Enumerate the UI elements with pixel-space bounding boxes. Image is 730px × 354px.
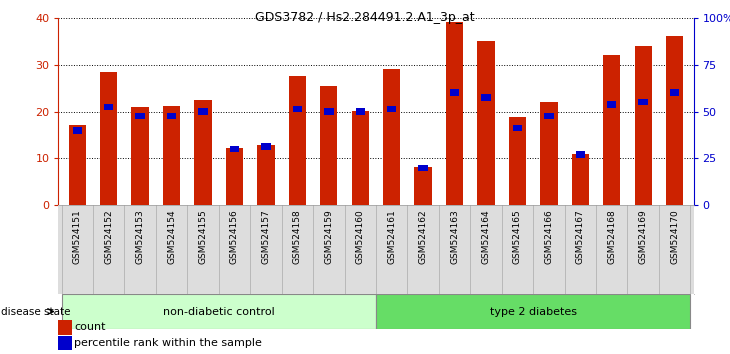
Text: GSM524160: GSM524160 — [356, 210, 365, 264]
Text: GSM524167: GSM524167 — [576, 210, 585, 264]
Text: GSM524166: GSM524166 — [545, 210, 553, 264]
Text: GSM524159: GSM524159 — [324, 210, 334, 264]
Text: GSM524168: GSM524168 — [607, 210, 616, 264]
Text: GSM524164: GSM524164 — [482, 210, 491, 264]
Bar — [136, 113, 145, 120]
Text: count: count — [74, 322, 106, 332]
Bar — [261, 143, 271, 150]
Bar — [387, 106, 396, 113]
Text: GSM524151: GSM524151 — [73, 210, 82, 264]
Bar — [666, 36, 683, 205]
Text: GSM524161: GSM524161 — [387, 210, 396, 264]
Bar — [72, 127, 82, 133]
Bar — [512, 125, 522, 131]
Bar — [446, 22, 464, 205]
Bar — [257, 145, 274, 205]
Bar — [131, 107, 149, 205]
Bar — [226, 148, 243, 205]
Text: GSM524153: GSM524153 — [136, 210, 145, 264]
Text: GSM524170: GSM524170 — [670, 210, 679, 264]
Bar — [544, 113, 553, 120]
Text: GSM524165: GSM524165 — [513, 210, 522, 264]
Text: GSM524157: GSM524157 — [261, 210, 270, 264]
Text: percentile rank within the sample: percentile rank within the sample — [74, 338, 262, 348]
Bar — [670, 90, 680, 96]
Bar — [572, 154, 589, 205]
Bar — [352, 111, 369, 205]
Text: GSM524162: GSM524162 — [418, 210, 428, 264]
Bar — [230, 146, 239, 152]
Bar — [540, 102, 558, 205]
Bar — [167, 113, 177, 120]
Bar — [418, 165, 428, 171]
Text: GSM524156: GSM524156 — [230, 210, 239, 264]
Text: GSM524154: GSM524154 — [167, 210, 176, 264]
Text: GSM524152: GSM524152 — [104, 210, 113, 264]
Bar — [61, 294, 376, 329]
Text: GSM524155: GSM524155 — [199, 210, 207, 264]
Bar — [450, 90, 459, 96]
Bar — [477, 41, 495, 205]
Bar — [194, 100, 212, 205]
Bar — [320, 86, 337, 205]
Bar — [575, 152, 585, 158]
Bar — [293, 106, 302, 113]
Text: non-diabetic control: non-diabetic control — [163, 307, 274, 316]
Text: GSM524169: GSM524169 — [639, 210, 648, 264]
Bar — [104, 103, 113, 110]
Text: GSM524163: GSM524163 — [450, 210, 459, 264]
Bar — [376, 294, 691, 329]
Bar — [603, 55, 620, 205]
Text: GDS3782 / Hs2.284491.2.A1_3p_at: GDS3782 / Hs2.284491.2.A1_3p_at — [255, 11, 474, 24]
Bar — [356, 108, 365, 115]
Bar — [383, 69, 400, 205]
Bar — [634, 46, 652, 205]
Text: type 2 diabetes: type 2 diabetes — [490, 307, 577, 316]
Text: disease state: disease state — [1, 307, 70, 316]
Bar — [509, 117, 526, 205]
Bar — [415, 167, 431, 205]
Text: GSM524158: GSM524158 — [293, 210, 301, 264]
Bar — [639, 99, 648, 105]
Bar — [163, 106, 180, 205]
Bar — [481, 94, 491, 101]
Bar — [199, 108, 208, 115]
Bar — [69, 125, 86, 205]
Bar — [100, 72, 118, 205]
Bar — [288, 76, 306, 205]
Bar — [324, 108, 334, 115]
Bar — [607, 101, 616, 108]
